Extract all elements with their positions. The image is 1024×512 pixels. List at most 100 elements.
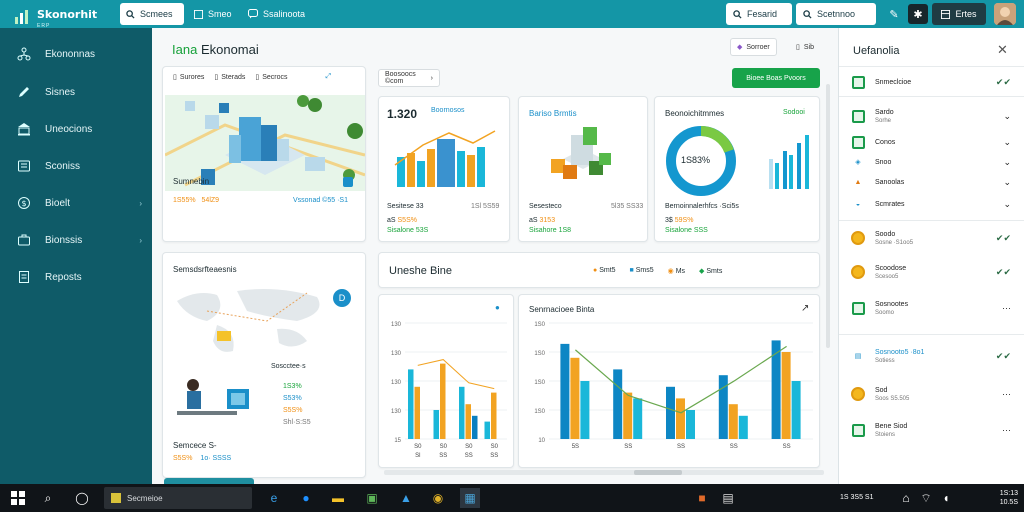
chrome-icon[interactable]: ◉ — [432, 491, 444, 505]
top-action-button[interactable]: Ertes — [932, 3, 986, 25]
overview-toggle-icon[interactable] — [343, 177, 353, 187]
sidebar-item-5[interactable]: $ Bioelt › — [0, 189, 152, 217]
chart-bar[interactable] — [676, 398, 685, 439]
cloud-icon[interactable]: ▲ — [400, 491, 412, 505]
close-icon[interactable]: ✕ — [997, 42, 1008, 57]
top-search-right-2[interactable]: Scetnnoo — [796, 3, 876, 25]
chart-bar[interactable] — [781, 352, 791, 439]
top-tab-2[interactable]: Ssalinoota — [248, 5, 305, 23]
trend-legend-3[interactable]: ◉ Ms — [668, 267, 685, 275]
vertical-scrollbar[interactable] — [826, 84, 830, 348]
header-pill-1[interactable]: ◆ Sorroer — [730, 38, 777, 56]
sidebar-item-3[interactable]: Uneocions — [0, 115, 152, 143]
top-search[interactable]: Scmees — [120, 3, 184, 25]
chart-bar[interactable] — [570, 357, 580, 439]
top-tab-1[interactable]: Smeo — [194, 5, 232, 23]
brand[interactable]: Skonorhit ERP — [14, 5, 97, 29]
chart-bar[interactable] — [580, 381, 590, 439]
right-panel-item-1[interactable]: Snmeclcioe ✔✔ — [851, 72, 1017, 92]
store-icon[interactable]: ▣ — [366, 491, 378, 505]
right-panel-item-5[interactable]: ▲ Sanoolas ⌄ — [851, 172, 1017, 192]
right-panel-item-2[interactable]: Sardo Sorhe ⌄ — [851, 106, 1017, 126]
chart-bar[interactable] — [459, 386, 465, 439]
notification-icon[interactable]: ✱ — [908, 4, 928, 24]
network-icon[interactable]: ⌂ — [902, 491, 910, 505]
right-panel-item-9[interactable]: Sosnootes Soomo ··· — [851, 298, 1017, 318]
top-search-right-1[interactable]: Fesarid — [726, 3, 792, 25]
expand-icon[interactable]: ⤢ — [325, 73, 332, 80]
taskbar-search[interactable]: Secmeioe — [104, 487, 252, 509]
taskbar-clock[interactable]: 1S:13 10.5S — [962, 489, 1018, 507]
trend-legend-2[interactable]: ■ Sms5 — [630, 267, 654, 275]
chart-bar[interactable] — [791, 381, 801, 439]
filter-select[interactable]: Boosoocs ©com › — [378, 69, 440, 87]
tray-doc-icon[interactable]: ▤ — [722, 491, 734, 505]
chart-bar[interactable] — [414, 386, 421, 439]
sidebar-item-1[interactable]: Ekononnas — [0, 40, 152, 68]
right-panel-item-1-action[interactable]: ✔✔ — [995, 76, 1011, 87]
right-panel-item-5-action[interactable]: ⌄ — [1003, 176, 1011, 187]
overview-tab-1[interactable]: ▯ Surores — [173, 73, 204, 82]
chart-bar[interactable] — [465, 404, 472, 439]
green-action-button[interactable]: Bioee Boas Pvoors — [732, 68, 820, 88]
chat-icon[interactable]: ◯ — [75, 491, 89, 505]
chart-bar[interactable] — [433, 410, 440, 439]
chart-bar[interactable] — [771, 340, 781, 439]
chart-bar[interactable] — [613, 369, 623, 439]
horizontal-scrollbar[interactable] — [384, 470, 824, 475]
spreadsheet-app-icon[interactable]: ▦ — [460, 488, 480, 508]
overview-tab-2[interactable]: ▯ Sterads — [214, 73, 245, 82]
right-panel-item-4-action[interactable]: ⌄ — [1003, 156, 1011, 167]
chart-bar[interactable] — [623, 392, 633, 439]
chart-bar[interactable] — [718, 375, 728, 439]
chart-bar[interactable] — [686, 410, 695, 439]
chart-bar[interactable] — [440, 363, 446, 439]
pin-icon[interactable]: ✎ — [889, 8, 899, 21]
windows-start-icon[interactable] — [8, 488, 28, 508]
folder-icon[interactable]: ▬ — [332, 491, 344, 505]
right-panel-item-12[interactable]: Bene Siod Stoiens ··· — [851, 420, 1017, 440]
right-panel-item-11[interactable]: Sod Soos S5.505 ··· — [851, 384, 1017, 404]
right-panel-item-6-action[interactable]: ⌄ — [1003, 198, 1011, 209]
right-panel-item-8-action[interactable]: ✔✔ — [995, 266, 1011, 277]
browser-icon[interactable]: ● — [302, 491, 310, 505]
right-panel-item-7[interactable]: Soodo Sosne ·S1oo5 ✔✔ — [851, 228, 1017, 248]
header-pill-2[interactable]: ▯ Sib — [790, 38, 820, 56]
right-panel-item-12-action[interactable]: ··· — [1002, 425, 1011, 435]
wifi-icon[interactable]: ⌔ — [920, 490, 932, 505]
search-icon[interactable]: ⌕ — [44, 490, 52, 505]
trend-legend-1[interactable]: ● Smt5 — [593, 267, 616, 275]
chart-bar[interactable] — [738, 415, 748, 439]
edge-icon[interactable]: e — [270, 491, 278, 505]
chart-bar[interactable] — [633, 398, 643, 439]
right-panel-item-7-action[interactable]: ✔✔ — [995, 232, 1011, 243]
right-panel-item-3[interactable]: Conos ⌄ — [851, 132, 1017, 152]
info-icon[interactable]: ● — [495, 303, 500, 312]
right-panel-item-9-action[interactable]: ··· — [1002, 303, 1011, 313]
chart-bar[interactable] — [491, 392, 497, 439]
chart-bar[interactable] — [472, 415, 478, 439]
avatar[interactable] — [994, 3, 1016, 25]
sidebar-item-6[interactable]: Bionssis › — [0, 226, 152, 254]
horizontal-scrollbar-thumb[interactable] — [634, 470, 682, 475]
chart-bar[interactable] — [728, 404, 738, 439]
sidebar-item-7[interactable]: Reposts — [0, 263, 152, 291]
chart-bar[interactable] — [408, 369, 414, 439]
right-panel-item-8[interactable]: Scoodose Scesoo5 ✔✔ — [851, 262, 1017, 282]
tray-app-icon[interactable]: ■ — [698, 491, 706, 505]
right-panel-item-10-action[interactable]: ✔✔ — [995, 350, 1011, 361]
chart-bar[interactable] — [484, 421, 491, 439]
sidebar-item-2[interactable]: Sisnes — [0, 78, 152, 106]
right-panel-item-3-action[interactable]: ⌄ — [1003, 136, 1011, 147]
map-badge-icon[interactable]: D — [333, 289, 351, 307]
right-panel-item-2-action[interactable]: ⌄ — [1003, 110, 1011, 121]
volume-icon[interactable]: ◖ — [942, 491, 950, 505]
trend-legend-4[interactable]: ◆ Smts — [699, 267, 722, 275]
right-panel-item-4[interactable]: ◈ Snoo ⌄ — [851, 152, 1017, 172]
right-panel-item-6[interactable]: ◒ Scmrates ⌄ — [851, 194, 1017, 214]
chart-bar[interactable] — [560, 343, 570, 439]
right-panel-item-11-action[interactable]: ··· — [1002, 389, 1011, 399]
sidebar-item-4[interactable]: Sconiss — [0, 152, 152, 180]
right-panel-item-10[interactable]: ▤ Sosnooto5 ·8o1 Sotiess ✔✔ — [851, 346, 1017, 366]
overview-tab-3[interactable]: ▯ Secrocs — [255, 73, 287, 82]
